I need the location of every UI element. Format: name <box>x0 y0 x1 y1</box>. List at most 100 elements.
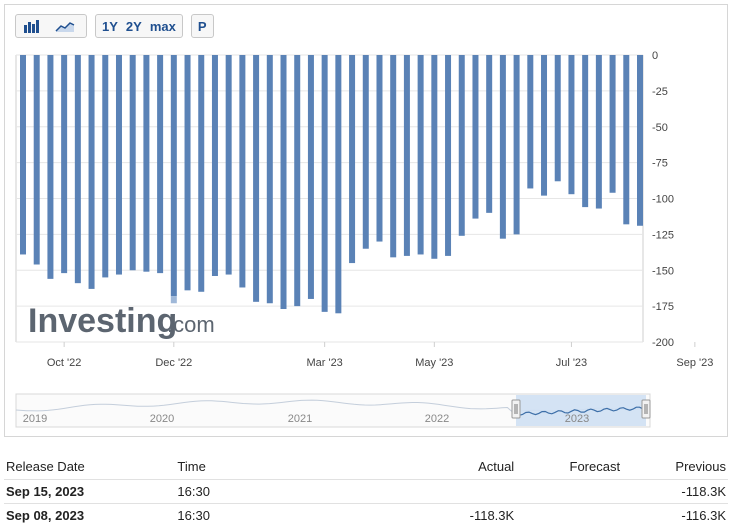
bar[interactable] <box>541 55 548 196</box>
x-tick-label: Jul '23 <box>556 357 587 369</box>
navigator-handle-left[interactable] <box>511 399 521 419</box>
range-2y-button[interactable]: 2Y <box>125 18 142 34</box>
p-button[interactable]: P <box>197 18 207 34</box>
cell-previous: -116.3K <box>622 502 728 527</box>
bar[interactable] <box>472 55 479 219</box>
bar[interactable] <box>513 55 520 235</box>
y-axis: 0 -25 -50 -75 -100 -125 -150 -175 -200 <box>652 50 674 349</box>
grid-lines <box>16 54 643 343</box>
navigator[interactable]: 2019 2020 2021 2022 2023 <box>15 393 651 428</box>
bar[interactable] <box>595 55 602 209</box>
bar[interactable] <box>403 55 410 256</box>
bar[interactable] <box>47 55 54 279</box>
bar[interactable] <box>198 55 205 292</box>
bar[interactable] <box>349 55 356 264</box>
table-row: Sep 15, 2023 16:30 -118.3K <box>4 478 728 503</box>
watermark-brand: Investing <box>28 302 177 340</box>
navigator-year-label: 2022 <box>425 413 449 425</box>
x-tick-label: Sep '23 <box>676 357 713 369</box>
x-tick-label: Oct '22 <box>47 357 82 369</box>
range-group: 1Y 2Y max <box>95 14 183 38</box>
cell-date: Sep 08, 2023 <box>4 502 176 527</box>
range-max-button[interactable]: max <box>149 18 176 34</box>
bar[interactable] <box>307 55 314 299</box>
bar[interactable] <box>102 55 109 278</box>
chart-svg: 0 -25 -50 -75 -100 -125 -150 -175 -200 Oct '22 De… <box>15 50 713 428</box>
navigator-selection[interactable] <box>516 395 646 426</box>
y-tick-label: -50 <box>652 122 668 134</box>
bar[interactable] <box>157 55 164 274</box>
bar[interactable] <box>225 55 232 275</box>
navigator-selected-series <box>515 406 647 416</box>
range-1y-button[interactable]: 1Y <box>102 18 118 34</box>
bar[interactable] <box>61 55 68 274</box>
bar-chart-icon[interactable] <box>18 14 46 38</box>
table-header-row: Release Date Time Actual Forecast Previo… <box>4 455 728 479</box>
bar[interactable] <box>253 55 260 302</box>
bar[interactable] <box>376 55 383 242</box>
bar[interactable] <box>568 55 575 195</box>
bar[interactable] <box>554 55 561 182</box>
chart-type-group <box>15 14 87 38</box>
header-previous[interactable]: Previous <box>675 459 726 475</box>
bar[interactable] <box>335 55 342 314</box>
bar[interactable] <box>170 55 177 297</box>
bar[interactable] <box>486 55 493 213</box>
cell-forecast <box>516 502 623 527</box>
navigator-year-label: 2019 <box>23 413 47 425</box>
header-actual[interactable]: Actual <box>478 459 515 475</box>
y-tick-label: -25 <box>652 86 668 98</box>
y-tick-label: -75 <box>652 158 668 170</box>
cell-time: 16:30 <box>175 502 378 527</box>
events-table: Release Date Time Actual Forecast Previo… <box>4 455 728 527</box>
bar[interactable] <box>582 55 589 208</box>
x-axis: Oct '22 Dec '22 Mar '23 May '23 Jul '23 Sep '… <box>47 342 713 369</box>
bar[interactable] <box>431 55 438 259</box>
cell-actual: -118.3K <box>377 502 517 527</box>
bar[interactable] <box>390 55 397 258</box>
bar[interactable] <box>143 55 150 272</box>
bar[interactable] <box>321 55 328 312</box>
bar[interactable] <box>623 55 630 225</box>
header-forecast[interactable]: Forecast <box>569 459 621 475</box>
bar[interactable] <box>445 55 452 256</box>
bar[interactable] <box>294 55 301 307</box>
navigator-year-label: 2021 <box>288 413 312 425</box>
x-tick-label: Mar '23 <box>306 357 342 369</box>
bar[interactable] <box>20 55 26 255</box>
bar[interactable] <box>211 55 218 276</box>
bar[interactable] <box>74 55 81 284</box>
bar[interactable] <box>266 55 273 304</box>
bar[interactable] <box>115 55 122 275</box>
bar[interactable] <box>33 55 40 265</box>
bar[interactable] <box>637 55 643 226</box>
header-release-date[interactable]: Release Date <box>6 459 85 475</box>
bar[interactable] <box>239 55 246 288</box>
bar[interactable] <box>458 55 465 236</box>
bar[interactable] <box>280 55 287 309</box>
cell-actual <box>377 478 517 503</box>
p-group: P <box>190 14 214 38</box>
navigator-year-label: 2020 <box>150 413 174 425</box>
y-tick-label: -125 <box>652 229 674 241</box>
bar[interactable] <box>88 55 95 289</box>
y-tick-label: 0 <box>652 50 658 62</box>
area-chart-icon[interactable] <box>50 14 80 38</box>
bar[interactable] <box>417 55 424 255</box>
navigator-handle-right[interactable] <box>641 399 651 419</box>
bar[interactable] <box>609 55 616 193</box>
bar[interactable] <box>362 55 369 249</box>
bar[interactable] <box>499 55 506 239</box>
header-time[interactable]: Time <box>177 459 206 475</box>
bar[interactable] <box>527 55 534 189</box>
table-row: Sep 08, 2023 16:30 -118.3K -116.3K <box>4 502 728 527</box>
cell-date: Sep 15, 2023 <box>4 478 176 503</box>
bars <box>20 55 643 314</box>
cell-time: 16:30 <box>175 478 378 503</box>
bar[interactable] <box>129 55 136 271</box>
y-tick-label: -175 <box>652 301 674 313</box>
bar-highlight <box>170 296 177 304</box>
bar[interactable] <box>184 55 191 291</box>
watermark: Investing .com <box>28 302 215 340</box>
x-tick-label: May '23 <box>415 357 453 369</box>
